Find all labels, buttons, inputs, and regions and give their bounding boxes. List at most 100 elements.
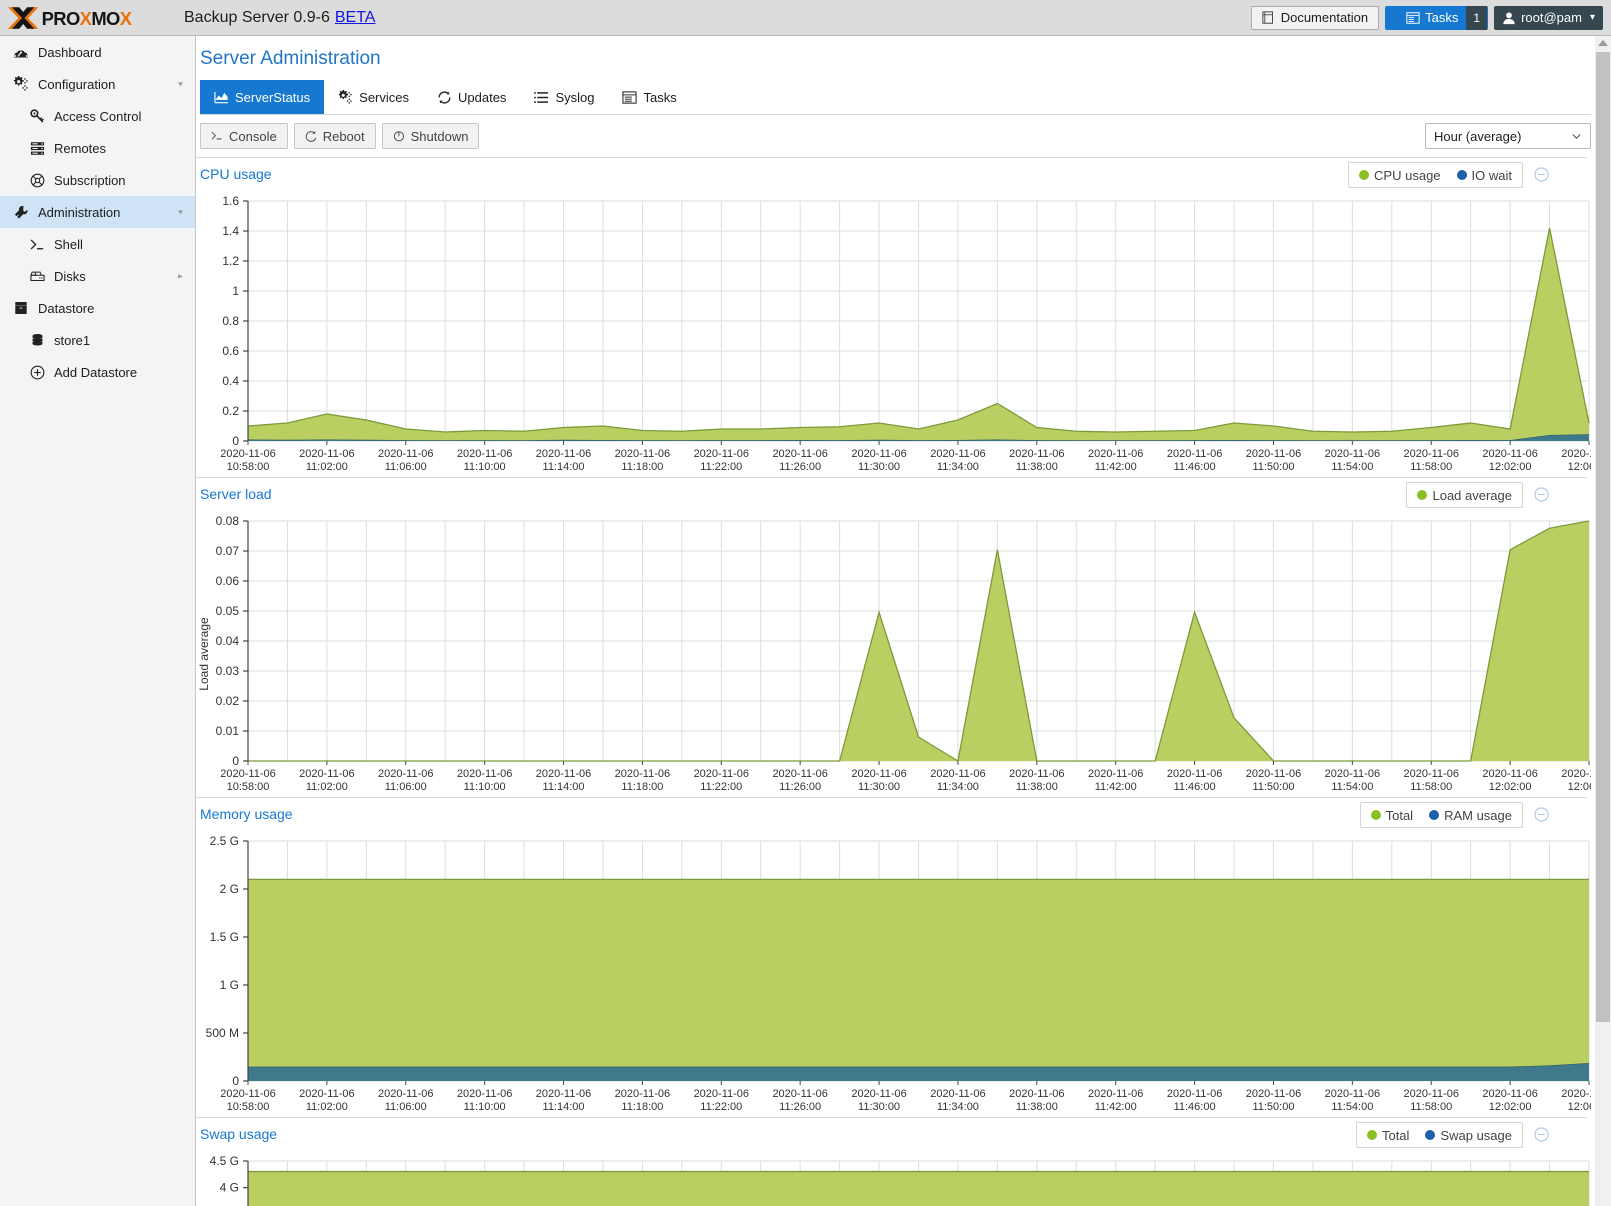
svg-text:2020-11-06: 2020-11-06 [851, 1088, 906, 1100]
svg-text:11:18:00: 11:18:00 [621, 461, 663, 473]
svg-text:0.08: 0.08 [216, 514, 240, 528]
svg-text:2020-11-06: 2020-11-06 [772, 768, 827, 780]
svg-text:2020-11-06: 2020-11-06 [457, 768, 512, 780]
svg-text:11:14:00: 11:14:00 [543, 781, 585, 793]
svg-text:2020-11-06: 2020-11-06 [536, 448, 591, 460]
svg-text:2020-11-06: 2020-11-06 [1404, 448, 1459, 460]
svg-text:2020-11-06: 2020-11-06 [220, 1088, 275, 1100]
svg-text:10:58:00: 10:58:00 [227, 781, 270, 793]
svg-text:2020-11-06: 2020-11-06 [694, 768, 749, 780]
svg-text:2020-11-06: 2020-11-06 [772, 448, 827, 460]
svg-text:0: 0 [232, 1074, 239, 1088]
svg-text:2020-11-06: 2020-11-06 [1088, 1088, 1143, 1100]
svg-text:11:50:00: 11:50:00 [1252, 1101, 1294, 1113]
svg-text:11:22:00: 11:22:00 [700, 1101, 742, 1113]
svg-text:11:26:00: 11:26:00 [779, 781, 821, 793]
svg-text:11:06:00: 11:06:00 [385, 781, 427, 793]
svg-text:2020-11-06: 2020-11-06 [1561, 448, 1591, 460]
svg-text:2020-11-06: 2020-11-06 [1088, 448, 1143, 460]
svg-text:11:34:00: 11:34:00 [937, 461, 979, 473]
svg-text:12:02:00: 12:02:00 [1489, 461, 1532, 473]
svg-text:11:54:00: 11:54:00 [1331, 781, 1373, 793]
svg-text:2020-11-06: 2020-11-06 [1246, 448, 1301, 460]
svg-text:2020-11-06: 2020-11-06 [930, 1088, 985, 1100]
svg-text:0.05: 0.05 [216, 604, 240, 618]
svg-text:12:06:00: 12:06:00 [1568, 461, 1591, 473]
svg-text:11:58:00: 11:58:00 [1410, 461, 1452, 473]
svg-text:2020-11-06: 2020-11-06 [694, 1088, 749, 1100]
svg-text:11:54:00: 11:54:00 [1331, 461, 1373, 473]
svg-text:2020-11-06: 2020-11-06 [1482, 448, 1537, 460]
svg-text:2020-11-06: 2020-11-06 [1167, 1088, 1222, 1100]
svg-text:1 G: 1 G [220, 978, 239, 992]
svg-text:2020-11-06: 2020-11-06 [615, 1088, 670, 1100]
svg-text:2020-11-06: 2020-11-06 [1561, 1088, 1591, 1100]
svg-text:0: 0 [232, 754, 239, 768]
svg-text:2020-11-06: 2020-11-06 [851, 448, 906, 460]
svg-text:11:50:00: 11:50:00 [1252, 781, 1294, 793]
svg-text:2020-11-06: 2020-11-06 [457, 448, 512, 460]
svg-text:2020-11-06: 2020-11-06 [220, 448, 275, 460]
svg-text:10:58:00: 10:58:00 [227, 1101, 270, 1113]
svg-text:2020-11-06: 2020-11-06 [457, 1088, 512, 1100]
svg-text:11:22:00: 11:22:00 [700, 781, 742, 793]
svg-text:11:34:00: 11:34:00 [937, 1101, 979, 1113]
svg-text:0.2: 0.2 [222, 404, 239, 418]
svg-text:11:42:00: 11:42:00 [1095, 1101, 1137, 1113]
svg-text:0: 0 [232, 434, 239, 448]
svg-text:0.01: 0.01 [216, 724, 240, 738]
svg-text:2020-11-06: 2020-11-06 [536, 1088, 591, 1100]
svg-text:12:02:00: 12:02:00 [1489, 1101, 1532, 1113]
svg-text:11:58:00: 11:58:00 [1410, 1101, 1452, 1113]
svg-text:2020-11-06: 2020-11-06 [299, 448, 354, 460]
svg-text:2020-11-06: 2020-11-06 [1325, 1088, 1380, 1100]
svg-text:2.5 G: 2.5 G [210, 834, 239, 848]
svg-text:4.5 G: 4.5 G [210, 1154, 239, 1168]
svg-text:11:02:00: 11:02:00 [306, 781, 348, 793]
svg-text:11:26:00: 11:26:00 [779, 1101, 821, 1113]
svg-text:2 G: 2 G [220, 882, 239, 896]
svg-text:2020-11-06: 2020-11-06 [1167, 448, 1222, 460]
svg-text:2020-11-06: 2020-11-06 [1561, 768, 1591, 780]
svg-text:12:06:00: 12:06:00 [1568, 781, 1591, 793]
svg-text:2020-11-06: 2020-11-06 [851, 768, 906, 780]
svg-text:2020-11-06: 2020-11-06 [1009, 1088, 1064, 1100]
svg-text:11:02:00: 11:02:00 [306, 1101, 348, 1113]
svg-text:2020-11-06: 2020-11-06 [1325, 768, 1380, 780]
svg-text:0.04: 0.04 [216, 634, 240, 648]
svg-text:2020-11-06: 2020-11-06 [536, 768, 591, 780]
svg-text:2020-11-06: 2020-11-06 [1009, 768, 1064, 780]
svg-text:11:10:00: 11:10:00 [464, 461, 506, 473]
svg-text:11:14:00: 11:14:00 [543, 461, 585, 473]
svg-text:2020-11-06: 2020-11-06 [1009, 448, 1064, 460]
svg-text:11:30:00: 11:30:00 [858, 1101, 900, 1113]
svg-text:11:46:00: 11:46:00 [1174, 1101, 1216, 1113]
svg-text:2020-11-06: 2020-11-06 [1325, 448, 1380, 460]
svg-text:11:42:00: 11:42:00 [1095, 781, 1137, 793]
svg-text:2020-11-06: 2020-11-06 [1482, 1088, 1537, 1100]
svg-text:11:14:00: 11:14:00 [543, 1101, 585, 1113]
svg-text:0.4: 0.4 [222, 374, 239, 388]
svg-text:11:10:00: 11:10:00 [464, 781, 506, 793]
svg-text:11:22:00: 11:22:00 [700, 461, 742, 473]
svg-text:PROXMOX: PROXMOX [42, 7, 133, 28]
svg-text:0.07: 0.07 [216, 544, 240, 558]
svg-text:11:46:00: 11:46:00 [1174, 781, 1216, 793]
svg-text:12:06:00: 12:06:00 [1568, 1101, 1591, 1113]
svg-text:11:38:00: 11:38:00 [1016, 461, 1058, 473]
svg-text:11:46:00: 11:46:00 [1174, 461, 1216, 473]
svg-text:2020-11-06: 2020-11-06 [1246, 768, 1301, 780]
svg-text:2020-11-06: 2020-11-06 [615, 768, 670, 780]
svg-text:11:38:00: 11:38:00 [1016, 781, 1058, 793]
svg-text:2020-11-06: 2020-11-06 [772, 1088, 827, 1100]
svg-text:11:42:00: 11:42:00 [1095, 461, 1137, 473]
svg-text:0.6: 0.6 [222, 344, 239, 358]
svg-text:4 G: 4 G [220, 1181, 239, 1195]
svg-text:11:30:00: 11:30:00 [858, 461, 900, 473]
svg-text:10:58:00: 10:58:00 [227, 461, 270, 473]
svg-text:11:34:00: 11:34:00 [937, 781, 979, 793]
svg-text:11:26:00: 11:26:00 [779, 461, 821, 473]
svg-text:2020-11-06: 2020-11-06 [930, 448, 985, 460]
svg-text:11:58:00: 11:58:00 [1410, 781, 1452, 793]
svg-text:2020-11-06: 2020-11-06 [1167, 768, 1222, 780]
